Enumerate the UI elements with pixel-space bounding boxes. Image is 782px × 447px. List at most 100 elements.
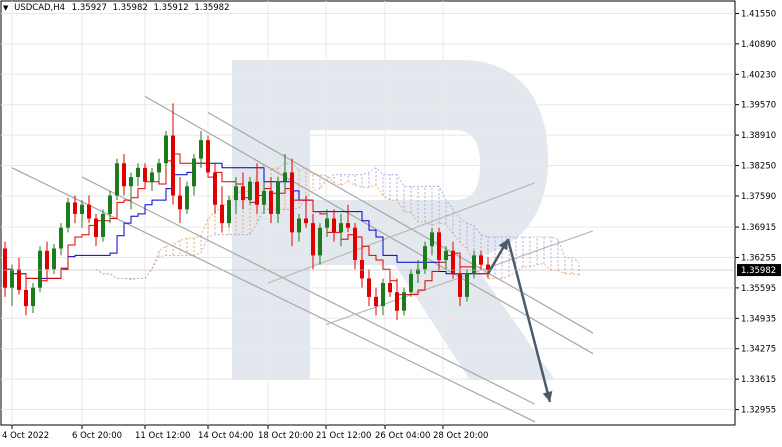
- candle: [150, 167, 154, 191]
- candle-body: [94, 218, 98, 237]
- candle-body: [17, 269, 21, 290]
- candle-body: [157, 163, 161, 173]
- senkou-span-b: [95, 167, 580, 279]
- y-tick-label: 1.32955: [741, 406, 776, 416]
- candle: [409, 269, 413, 297]
- candle: [164, 130, 168, 168]
- candle-body: [311, 223, 315, 256]
- x-tick-label: 6 Oct 20:00: [72, 431, 122, 441]
- current-price-label: 1.35982: [741, 266, 776, 276]
- candle: [31, 283, 35, 314]
- candle: [248, 177, 252, 205]
- trend-line: [11, 167, 536, 423]
- candle: [10, 264, 14, 307]
- y-tick-label: 1.40890: [741, 40, 776, 50]
- candle: [276, 177, 280, 224]
- candle-body: [80, 204, 84, 214]
- trend-line: [207, 112, 594, 334]
- candle: [353, 223, 357, 270]
- candle-body: [101, 213, 105, 237]
- y-tick-label: 1.40230: [741, 70, 776, 80]
- y-tick-label: 1.38910: [741, 131, 776, 141]
- candle: [381, 278, 385, 316]
- symbol-dropdown-icon[interactable]: ▼: [3, 4, 9, 12]
- candle-body: [227, 200, 231, 224]
- candle-body: [423, 246, 427, 270]
- candle-body: [199, 140, 203, 159]
- candle: [255, 163, 259, 214]
- candle-body: [409, 273, 413, 293]
- candle-body: [374, 296, 378, 307]
- candle: [129, 172, 133, 210]
- candle: [367, 269, 371, 307]
- candle: [241, 172, 245, 210]
- y-tick-label: 1.37590: [741, 192, 776, 202]
- candle-body: [24, 289, 28, 307]
- candle-body: [220, 204, 224, 224]
- candle-body: [381, 283, 385, 307]
- candle-body: [290, 172, 294, 233]
- x-axis: 4 Oct 2022 6 Oct 20:00 11 Oct 12:00 14 Oct …: [2, 425, 488, 441]
- y-axis: 1.41550 1.40890 1.40230 1.39570 1.38910 1.382…: [735, 9, 776, 416]
- candle: [157, 158, 161, 182]
- open-value: 1.35927: [71, 3, 107, 13]
- candle: [171, 103, 175, 205]
- candle-body: [318, 227, 322, 256]
- candle-body: [304, 218, 308, 224]
- candle-body: [367, 278, 371, 297]
- candle-body: [269, 190, 273, 214]
- candle: [269, 177, 273, 224]
- candle: [304, 195, 308, 228]
- candle: [73, 195, 77, 224]
- candle: [451, 241, 455, 279]
- candle-body: [122, 163, 126, 187]
- y-tick-label: 1.38250: [741, 162, 776, 172]
- candle-body: [339, 223, 343, 233]
- candle: [192, 154, 196, 196]
- candle-body: [129, 177, 133, 187]
- x-tick-label: 21 Oct 12:00: [316, 431, 371, 441]
- candle: [283, 154, 287, 191]
- candles: [3, 103, 490, 320]
- candle: [66, 197, 70, 233]
- candle: [388, 269, 392, 297]
- senkou-span-a: [95, 162, 580, 281]
- candle-body: [444, 250, 448, 261]
- candle: [52, 243, 56, 274]
- watermark-r: [232, 60, 555, 380]
- candle: [290, 158, 294, 247]
- candle-body: [472, 255, 476, 274]
- current-price-box: [737, 264, 781, 277]
- candle-body: [479, 255, 483, 265]
- candle-body: [402, 292, 406, 311]
- forecast-arrow-down-shaft: [506, 238, 552, 403]
- candle: [402, 287, 406, 316]
- candle: [108, 190, 112, 224]
- candle: [220, 186, 224, 233]
- y-tick-label: 1.35595: [741, 284, 776, 294]
- candle: [115, 158, 119, 201]
- candle: [80, 200, 84, 228]
- candle-body: [283, 172, 287, 182]
- candle: [59, 223, 63, 256]
- chart-header: ▼ USDCAD,H4 1.35927 1.35982 1.35912 1.35…: [3, 3, 233, 13]
- y-tick-label: 1.34935: [741, 314, 776, 324]
- candle: [360, 246, 364, 288]
- candle-body: [10, 269, 14, 288]
- candle-body: [234, 186, 238, 201]
- candle-body: [346, 223, 350, 228]
- ohlc-readout: 1.35927 1.35982 1.35912 1.35982: [72, 3, 233, 13]
- candle: [311, 213, 315, 270]
- y-tick-label: 1.36915: [741, 223, 776, 233]
- candle-body: [87, 204, 91, 219]
- candle: [297, 213, 301, 242]
- candle-body: [108, 195, 112, 214]
- candle-body: [353, 227, 357, 261]
- candle: [444, 246, 448, 270]
- candle-body: [255, 181, 259, 205]
- candle-body: [395, 292, 399, 311]
- candle: [374, 287, 378, 316]
- x-tick-label: 14 Oct 04:00: [198, 431, 253, 441]
